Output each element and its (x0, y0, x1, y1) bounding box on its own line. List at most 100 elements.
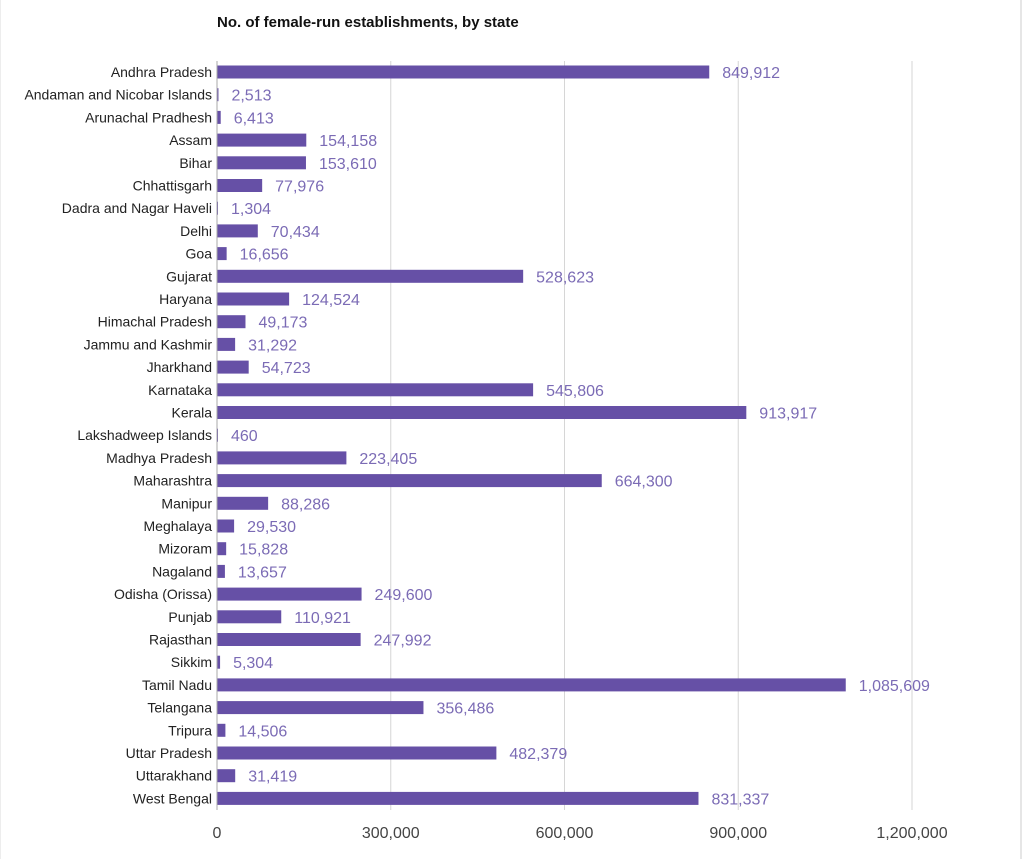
bar (217, 542, 227, 556)
data-label: 545,806 (546, 383, 604, 400)
data-label: 2,513 (231, 88, 271, 105)
category-label: Chhattisgarh (133, 178, 212, 194)
category-label: Delhi (180, 223, 212, 239)
x-tick-label: 0 (213, 825, 222, 842)
bar (217, 247, 227, 261)
category-label: Madhya Pradesh (106, 450, 212, 466)
bar (217, 496, 269, 510)
bar (217, 678, 846, 692)
data-label: 15,828 (239, 542, 288, 559)
data-label: 16,656 (240, 247, 289, 264)
category-label: Telangana (147, 700, 212, 716)
bar (217, 292, 290, 306)
bar (217, 701, 424, 715)
bar (217, 633, 361, 646)
bar (217, 746, 497, 760)
bar (217, 65, 710, 79)
bar (217, 769, 236, 783)
bar (217, 587, 362, 601)
data-label: 77,976 (275, 179, 324, 196)
data-label: 1,085,609 (859, 678, 930, 695)
data-label: 124,524 (302, 292, 360, 309)
bar (217, 315, 246, 329)
category-label: Jharkhand (147, 359, 212, 375)
category-label: Mizoram (158, 541, 212, 557)
bar (217, 269, 524, 283)
data-label: 528,623 (536, 269, 594, 286)
category-label: Arunachal Pradhesh (85, 109, 212, 125)
data-label: 29,530 (247, 519, 296, 536)
bar (217, 474, 602, 488)
category-label: Bihar (179, 155, 212, 171)
category-label: Karnataka (148, 382, 212, 398)
category-label: Dadra and Nagar Haveli (62, 200, 212, 216)
category-label: Himachal Pradesh (98, 314, 212, 330)
category-label: Rajasthan (149, 632, 212, 648)
data-label: 14,506 (238, 723, 287, 740)
data-label: 70,434 (271, 224, 320, 241)
bar (217, 723, 226, 737)
x-tick-label: 600,000 (536, 825, 594, 842)
category-label: Andhra Pradesh (111, 64, 212, 80)
category-label: Kerala (172, 405, 213, 421)
data-label: 356,486 (436, 701, 494, 718)
bar (217, 133, 307, 147)
data-label: 460 (231, 428, 258, 445)
bar (217, 156, 306, 170)
bar (217, 88, 219, 102)
data-label: 249,600 (375, 587, 433, 604)
data-label: 223,405 (359, 451, 417, 468)
data-label: 154,158 (319, 133, 377, 150)
category-label: Haryana (159, 291, 212, 307)
data-label: 849,912 (722, 65, 780, 82)
data-label: 88,286 (281, 496, 330, 513)
data-label: 13,657 (238, 564, 287, 581)
bar (217, 791, 699, 805)
chart-title: No. of female-run establishments, by sta… (217, 14, 519, 31)
category-label: Lakshadweep Islands (77, 427, 212, 443)
bar (217, 655, 221, 669)
category-label: Tripura (168, 722, 212, 738)
x-tick-label: 1,200,000 (876, 825, 947, 842)
x-tick-label: 300,000 (362, 825, 420, 842)
data-label: 247,992 (374, 633, 432, 650)
category-label: Uttarakhand (136, 768, 212, 784)
bar (217, 564, 225, 578)
bar (217, 383, 534, 397)
data-label: 54,723 (262, 360, 311, 377)
data-label: 31,292 (248, 337, 297, 354)
category-label: Odisha (Orissa) (114, 586, 212, 602)
category-label: Jammu and Kashmir (84, 336, 213, 352)
category-label: West Bengal (133, 790, 212, 806)
data-label: 153,610 (319, 156, 377, 173)
bar (217, 337, 236, 351)
bar (217, 406, 747, 419)
bar (217, 360, 249, 374)
data-label: 664,300 (615, 474, 673, 491)
bar (217, 519, 235, 533)
category-label: Punjab (168, 609, 212, 625)
data-label: 5,304 (233, 655, 273, 672)
category-label: Tamil Nadu (142, 677, 212, 693)
category-label: Uttar Pradesh (126, 745, 212, 761)
category-label: Sikkim (171, 654, 212, 670)
category-label: Meghalaya (144, 518, 213, 534)
category-label: Gujarat (166, 268, 212, 284)
bar (217, 610, 282, 624)
data-label: 831,337 (711, 791, 769, 808)
bar (217, 179, 263, 192)
data-label: 49,173 (258, 315, 307, 332)
category-label: Maharashtra (133, 473, 212, 489)
category-label: Nagaland (152, 563, 212, 579)
data-label: 913,917 (759, 406, 817, 423)
x-tick-label: 900,000 (709, 825, 767, 842)
data-label: 1,304 (231, 201, 271, 218)
category-label: Assam (169, 132, 212, 148)
data-label: 6,413 (234, 110, 274, 127)
category-label: Andaman and Nicobar Islands (24, 87, 212, 103)
data-label: 110,921 (294, 610, 351, 627)
data-label: 31,419 (248, 769, 297, 786)
data-label: 482,379 (509, 746, 567, 763)
